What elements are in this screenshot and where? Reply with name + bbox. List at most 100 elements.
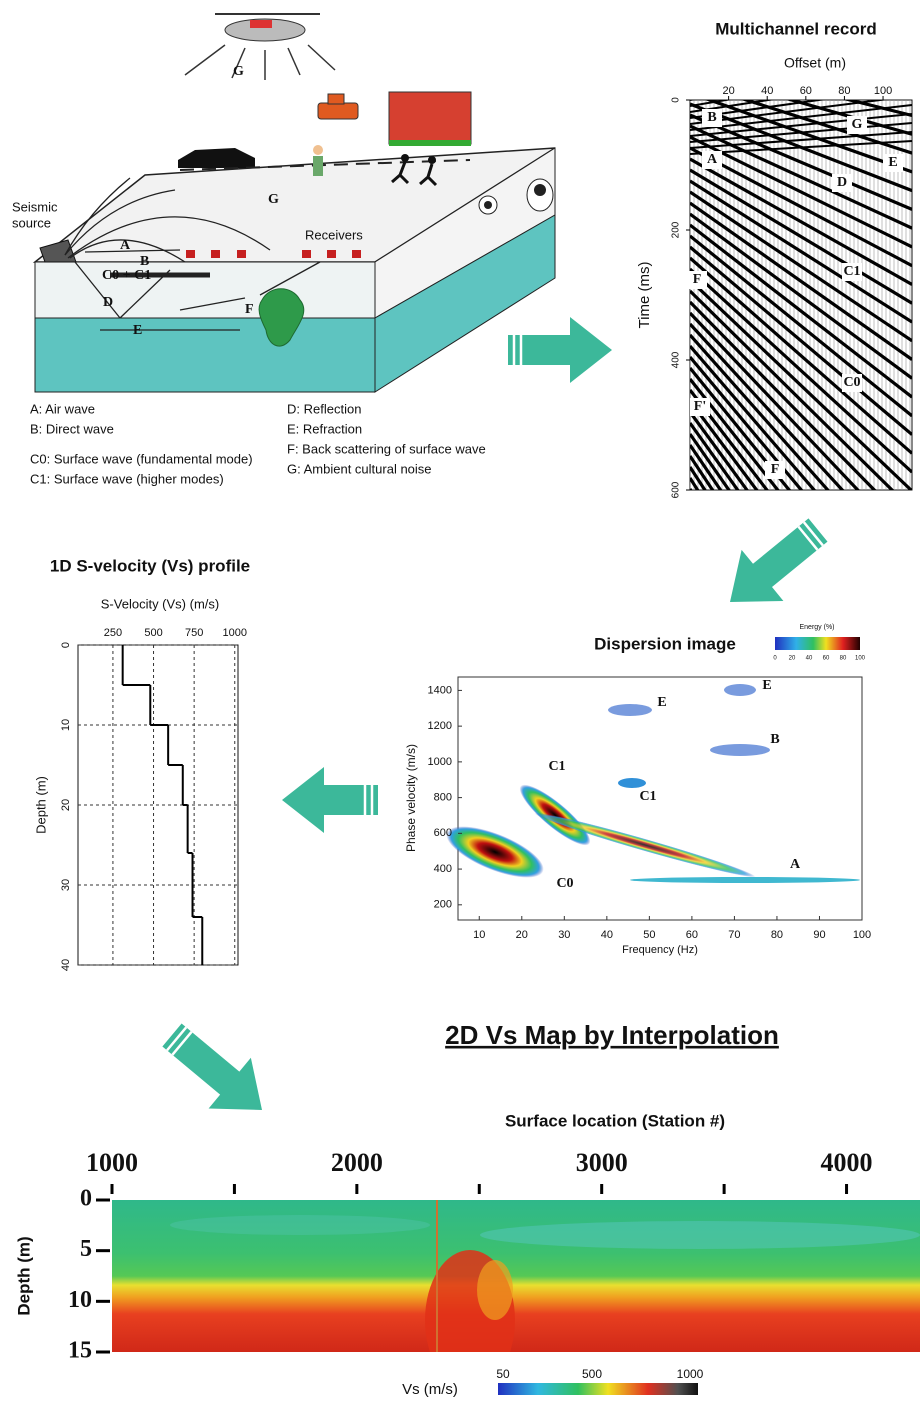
wave-label: G	[233, 64, 244, 79]
y-tick-label: 15	[68, 1338, 92, 1364]
x-tick-label: 60	[686, 929, 698, 941]
dispersion-title: Dispersion image	[594, 634, 736, 653]
x-tick-label: 40	[761, 85, 773, 97]
energy-blob	[724, 684, 756, 696]
bulldozer	[328, 94, 344, 104]
x-tick-label: 3000	[576, 1148, 628, 1177]
annotation: C1	[639, 789, 656, 804]
runner	[428, 156, 436, 164]
energy-blob	[608, 704, 652, 716]
y-tick-label: 40	[60, 959, 72, 971]
void	[534, 184, 546, 196]
x-tick-label: 20	[516, 929, 528, 941]
annotation: E	[657, 695, 666, 710]
x-tick-label: 2000	[331, 1148, 383, 1177]
x-tick-label: 10	[473, 929, 485, 941]
map-title: 2D Vs Map by Interpolation	[445, 1020, 779, 1050]
x-tick-label: 500	[144, 627, 162, 639]
annotation: D	[837, 175, 847, 190]
y-tick-label: 5	[80, 1236, 92, 1262]
profile-ylabel: Depth (m)	[33, 776, 48, 834]
legend-entry: G: Ambient cultural noise	[287, 461, 432, 476]
annotation: E	[762, 678, 771, 693]
page: Seismic source Receivers G G A B C0 + C1…	[0, 0, 920, 1405]
y-tick-label: 10	[60, 719, 72, 731]
map-xlabel: Surface location (Station #)	[505, 1111, 725, 1130]
energy-blob	[630, 877, 860, 883]
survey-illustration	[35, 14, 555, 392]
noise-rays	[185, 45, 335, 80]
legend-entry: E: Refraction	[287, 421, 362, 436]
energy-tick: 0	[773, 656, 777, 662]
x-tick-label: 250	[104, 627, 122, 639]
y-tick-label: 200	[434, 899, 452, 911]
x-tick-label: 60	[800, 85, 812, 97]
y-tick-label: 200	[671, 221, 682, 238]
y-tick-label: 800	[434, 792, 452, 804]
vs-colorbar-label: Vs (m/s)	[402, 1381, 458, 1398]
annotation: E	[888, 155, 897, 170]
energy-tick: 40	[806, 656, 813, 662]
y-tick-label: 400	[434, 863, 452, 875]
receivers-label: Receivers	[305, 227, 363, 242]
y-tick-label: 10	[68, 1287, 92, 1313]
y-tick-label: 0	[671, 97, 682, 103]
legend-entry: A: Air wave	[30, 401, 95, 416]
wave-label: G	[268, 192, 279, 207]
map-ylabel: Depth (m)	[14, 1236, 33, 1315]
vs-colorbar-tick: 1000	[677, 1367, 704, 1381]
ground-front-lower	[35, 318, 375, 392]
energy-tick: 20	[789, 656, 796, 662]
wave-label: A	[120, 238, 131, 253]
bulldozer	[318, 103, 358, 119]
y-tick-label: 1400	[428, 684, 452, 696]
annotation: C0	[556, 876, 573, 891]
x-tick-label: 80	[838, 85, 850, 97]
record-xlabel: Offset (m)	[784, 55, 846, 71]
energy-blob	[710, 744, 770, 756]
energy-tick: 80	[840, 656, 847, 662]
dispersion-xlabel: Frequency (Hz)	[622, 944, 698, 956]
source-label: Seismic	[12, 199, 58, 214]
wave-label: B	[140, 254, 149, 269]
vs-colorbar	[498, 1383, 698, 1395]
person	[313, 145, 323, 155]
flow-arrow	[730, 518, 827, 602]
x-tick-label: 100	[853, 929, 871, 941]
wave-label: D	[103, 295, 113, 310]
record-title: Multichannel record	[715, 19, 877, 38]
profile-xlabel: S-Velocity (Vs) (m/s)	[101, 596, 219, 611]
ground-front-upper	[35, 262, 375, 318]
vs-colorbar-tick: 500	[582, 1367, 602, 1381]
x-tick-label: 100	[874, 85, 892, 97]
legend-entry: C1: Surface wave (higher modes)	[30, 471, 224, 486]
annotation: C0	[843, 375, 860, 390]
y-tick-label: 400	[671, 351, 682, 368]
x-tick-label: 1000	[223, 627, 247, 639]
x-tick-label: 4000	[821, 1148, 873, 1177]
annotation: C1	[843, 264, 860, 279]
x-tick-label: 30	[558, 929, 570, 941]
annotation: F	[693, 272, 702, 287]
x-tick-label: 50	[643, 929, 655, 941]
helicopter	[250, 20, 272, 28]
building	[389, 92, 471, 144]
building-lawn	[389, 140, 471, 146]
legend-entry: F: Back scattering of surface wave	[287, 441, 486, 456]
y-tick-label: 1200	[428, 720, 452, 732]
annotation: C1	[548, 759, 565, 774]
legend-entry: B: Direct wave	[30, 421, 114, 436]
vs-low	[480, 1221, 920, 1249]
car	[178, 148, 255, 168]
x-tick-label: 90	[813, 929, 825, 941]
source-label: source	[12, 215, 51, 230]
wave-label: E	[133, 323, 142, 338]
flow-arrow	[282, 767, 378, 833]
y-tick-label: 0	[80, 1186, 92, 1212]
x-tick-label: 20	[722, 85, 734, 97]
x-tick-label: 1000	[86, 1148, 138, 1177]
void	[484, 201, 492, 209]
x-tick-label: 750	[185, 627, 203, 639]
person	[313, 156, 323, 176]
